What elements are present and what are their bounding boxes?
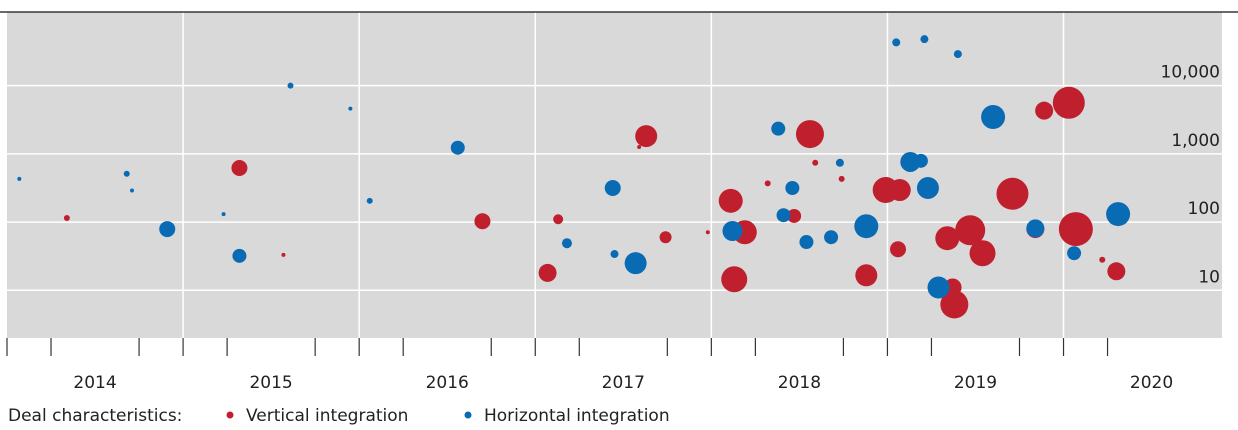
bubble — [1058, 212, 1093, 247]
bubble — [123, 170, 130, 177]
bubble — [721, 266, 748, 293]
x-tick-label: 2018 — [778, 373, 821, 393]
bubble — [854, 214, 879, 239]
bubble — [231, 160, 248, 177]
bubble — [232, 248, 247, 263]
bubble — [538, 263, 557, 282]
bubble — [888, 179, 911, 202]
bubble — [913, 153, 928, 168]
bubble — [17, 176, 22, 181]
bubble — [130, 188, 135, 193]
bubble — [916, 176, 939, 199]
bubble — [1035, 101, 1054, 120]
bubble — [890, 241, 906, 258]
bubble — [348, 106, 353, 111]
bubble — [159, 221, 176, 238]
plot-background — [7, 12, 1222, 338]
legend-marker — [464, 411, 472, 419]
y-tick-label: 10,000 — [1161, 63, 1220, 83]
bubble — [281, 252, 286, 257]
bubble — [920, 35, 929, 44]
bubble — [474, 213, 491, 230]
bubble — [718, 188, 743, 213]
legend-label: Vertical integration — [246, 406, 408, 426]
bubble — [221, 212, 226, 217]
bubble — [637, 145, 642, 150]
bubble — [1099, 256, 1106, 263]
bubble — [771, 121, 786, 136]
bubble — [940, 290, 969, 319]
bubble — [776, 208, 791, 223]
legend-marker — [226, 411, 234, 419]
y-tick-label: 10 — [1198, 267, 1220, 287]
bubble — [1107, 262, 1126, 281]
bubble — [366, 197, 373, 204]
legend-label: Horizontal integration — [484, 406, 670, 426]
bubble — [785, 180, 800, 195]
bubble — [981, 104, 1006, 129]
bubble — [1026, 219, 1045, 238]
bubble — [553, 214, 564, 225]
x-tick-label: 2019 — [954, 373, 997, 393]
bubble — [635, 125, 658, 148]
bubble — [722, 221, 743, 242]
x-tick-label: 2014 — [73, 373, 116, 393]
bubble — [996, 177, 1029, 210]
bubble — [450, 140, 465, 155]
bubble — [787, 208, 802, 223]
bubble — [838, 175, 845, 182]
bubble — [824, 230, 839, 245]
bubble — [624, 252, 647, 275]
bubble — [610, 250, 619, 259]
bubble — [812, 159, 819, 166]
bubble — [969, 240, 996, 267]
bubble — [799, 235, 814, 250]
y-tick-label: 1,000 — [1171, 131, 1220, 151]
bubble — [927, 276, 950, 299]
bubble — [795, 120, 824, 149]
bubble — [935, 226, 960, 251]
x-tick-label: 2016 — [426, 373, 469, 393]
bubble — [659, 231, 672, 244]
bubble — [287, 82, 294, 89]
bubble — [955, 215, 986, 246]
bubble — [63, 214, 70, 221]
x-tick-label: 2020 — [1130, 373, 1173, 393]
y-tick-label: 100 — [1188, 199, 1220, 219]
bubble — [604, 179, 621, 196]
bubble — [705, 230, 710, 235]
bubble — [855, 264, 878, 287]
x-tick-label: 2017 — [602, 373, 645, 393]
bubble — [835, 158, 844, 167]
legend-title: Deal characteristics: — [8, 406, 182, 426]
bubble — [1052, 86, 1085, 119]
bubble — [1067, 246, 1082, 261]
bubble — [953, 50, 962, 59]
bubble — [561, 238, 572, 249]
x-tick-label: 2015 — [249, 373, 292, 393]
bubble — [1106, 202, 1131, 227]
bubble — [892, 38, 901, 47]
bubble — [764, 180, 771, 187]
